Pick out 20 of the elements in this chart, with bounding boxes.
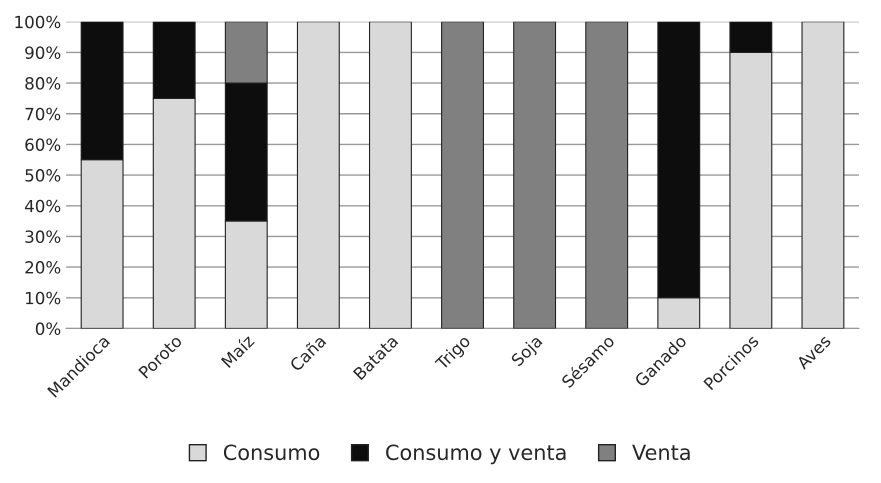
y-tick-label: 10% [26, 292, 60, 304]
y-tick-label: 20% [25, 261, 60, 274]
legend-label: Venta [632, 444, 690, 460]
legend-label: Consumo y venta [386, 444, 566, 464]
y-tick-label: 60% [25, 138, 60, 151]
y-tick-label: 80% [25, 77, 60, 90]
y-tick-label: 100% [15, 16, 60, 28]
y-tick-label: 0% [36, 322, 60, 336]
y-tick-label: 90% [25, 46, 60, 59]
bar [441, 22, 484, 328]
y-tick-label: 30% [25, 230, 60, 243]
y-tick-label: 50% [25, 169, 60, 182]
y-tick-label: 70% [26, 108, 60, 120]
bar [585, 22, 628, 328]
legend-label: Consumo [224, 444, 320, 460]
bar [801, 22, 844, 328]
bar [368, 22, 412, 328]
bar [296, 22, 340, 328]
y-tick-label: 40% [24, 200, 60, 212]
bar [513, 22, 556, 328]
